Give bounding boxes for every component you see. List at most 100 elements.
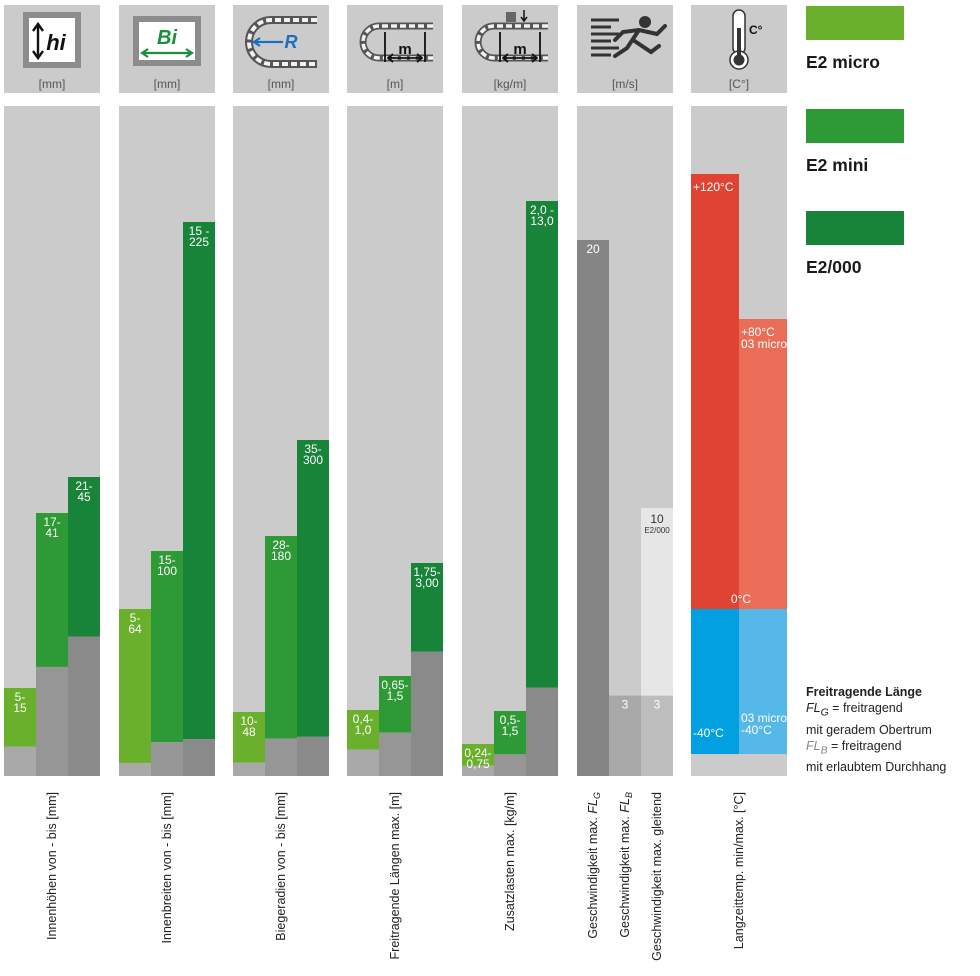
- x-axis-label-5: Zusatzlasten max. [kg/m]: [503, 792, 517, 931]
- icon-mercury-bulb: [733, 54, 745, 66]
- data-label-3-3: 35-300: [303, 442, 323, 467]
- icon-weight: [506, 12, 516, 22]
- data-label-5-2-line: 1,5: [502, 724, 519, 738]
- x-axis-label-4: Freitragende Längen max. [m]: [388, 792, 402, 959]
- unit-label-5: [kg/m]: [494, 77, 527, 91]
- speed-label-3: 3: [654, 698, 661, 712]
- note-unsupported-length: Freitragende Länge FLG = freitragend mit…: [806, 684, 946, 775]
- data-label-4-3: 1,75-3,00: [413, 565, 440, 590]
- bar-base-1-1: [4, 746, 36, 776]
- unit-label-6: [m/s]: [612, 77, 638, 91]
- icon-head: [639, 16, 651, 28]
- data-label-2-3: 15 -225: [189, 224, 210, 249]
- data-label-3-1-line: 48: [242, 725, 256, 739]
- icon-mercury: [737, 28, 741, 58]
- data-label-5-1-line: 0,24-: [464, 746, 491, 760]
- data-label-2-2-line: 15-: [158, 553, 175, 567]
- speed-axis-text: Geschwindigkeit max.: [586, 814, 600, 939]
- bar-3-1: [233, 712, 265, 763]
- speed-upper-label: 10 E2/000: [644, 512, 670, 535]
- data-label-1-1: 5-15: [13, 690, 27, 715]
- icon-body: [613, 24, 667, 58]
- speed-label-2-line: 3: [622, 698, 629, 712]
- unit-label-2: [mm]: [154, 77, 181, 91]
- speed-label-1: 20: [586, 242, 600, 256]
- bar-2-3: [183, 222, 215, 740]
- speed-label-3-line: 3: [654, 698, 661, 712]
- temp-min-label-2-line: 03 micro: [741, 711, 787, 725]
- note-flb-text: = freitragend: [827, 738, 902, 753]
- bar-1-3: [68, 477, 100, 637]
- legend-swatch-e2-mini: [806, 109, 904, 143]
- data-label-2-1-line: 64: [128, 622, 142, 636]
- data-label-3-1-line: 10-: [240, 714, 257, 728]
- icon-text: hi: [46, 30, 66, 55]
- bar-base-3-1: [233, 762, 265, 776]
- data-label-1-1-line: 5-: [15, 690, 26, 704]
- speed-axis-sub: B: [624, 792, 634, 798]
- bar-2-2: [151, 551, 183, 743]
- speed-bar-upper: [641, 508, 673, 696]
- data-label-1-2-line: 17-: [43, 515, 60, 529]
- icon-text: R: [285, 32, 298, 52]
- icon-text: Bi: [157, 27, 177, 49]
- bar-base-4-2: [379, 732, 411, 776]
- note-b-subscript: B: [820, 745, 828, 756]
- bar-base-5-3: [526, 687, 558, 776]
- temp-max-label-2-line: 03 micro: [741, 337, 787, 351]
- legend-item-e2-000: E2/000: [806, 211, 904, 278]
- data-label-5-3-line: 2,0 -: [530, 203, 554, 217]
- icon-arrow: [140, 48, 194, 58]
- bar-base-3-3: [297, 736, 329, 776]
- icon-arrow: [32, 21, 44, 61]
- legend-label-e2-000: E2/000: [806, 257, 862, 277]
- data-label-3-3-line: 300: [303, 453, 323, 467]
- speed-bar-3: [641, 695, 673, 776]
- running-man-icon: [591, 16, 667, 58]
- note-title: Freitragende Länge: [806, 685, 922, 699]
- data-label-1-1-line: 15: [13, 701, 27, 715]
- speed-axis-text: Geschwindigkeit max.: [618, 813, 632, 938]
- legend-item-e2-micro: E2 micro: [806, 6, 904, 73]
- temp-max-label-2: +80°C 03 micro: [741, 325, 787, 351]
- data-label-1-3: 21-45: [75, 479, 92, 504]
- temp-min-bar-1: [691, 609, 739, 754]
- speed-label-1-line: 20: [586, 242, 600, 256]
- data-label-4-1-line: 0,4-: [353, 712, 374, 726]
- inner-height-icon: hi: [23, 12, 81, 68]
- data-label-5-3-line: 13,0: [530, 214, 554, 228]
- chart-area: hi [mm] Bi [mm] R [mm] m [m] m [kg/m] [m/s] C° [C°] 5…: [4, 5, 787, 961]
- bar-5-1: [462, 744, 494, 766]
- temp-min-label-1: -40°C: [693, 726, 724, 740]
- temp-max-bar-2: [739, 319, 787, 609]
- speed-axis-fl: FL: [586, 799, 600, 814]
- icon-length-arrow: [499, 32, 541, 63]
- data-label-2-1: 5-64: [128, 611, 142, 636]
- thermometer-icon: C°: [729, 9, 763, 70]
- note-flg-desc: mit geradem Obertrum: [806, 722, 932, 737]
- speed-bar-2: [609, 695, 641, 776]
- icon-text: m: [398, 41, 411, 58]
- unit-label-7: [C°]: [729, 77, 749, 91]
- bar-2-1: [119, 609, 151, 763]
- speed-upper-label-line: E2/000: [644, 526, 670, 535]
- temp-zero-label: 0°C: [731, 592, 751, 606]
- data-label-3-2-line: 180: [271, 549, 291, 563]
- bar-base-2-3: [183, 739, 215, 776]
- bar-base-1-3: [68, 636, 100, 776]
- data-label-1-2: 17-41: [43, 515, 60, 540]
- bar-base-1-2: [36, 666, 68, 776]
- temp-min-label-2: 03 micro -40°C: [741, 711, 787, 737]
- temp-min-label-2-line: -40°C: [741, 723, 772, 737]
- data-label-2-2-line: 100: [157, 564, 177, 578]
- bar-base-5-1: [462, 765, 494, 776]
- x-axis-label-2: Innenbreiten von - bis [mm]: [160, 792, 174, 943]
- icon-chain-links: [247, 18, 317, 66]
- bar-4-3: [411, 563, 443, 652]
- data-label-4-3-line: 1,75-: [413, 565, 440, 579]
- inner-width-icon: Bi: [133, 16, 201, 66]
- data-label-3-1: 10-48: [240, 714, 257, 739]
- icon-length-arrow: [384, 32, 426, 63]
- bar-base-2-2: [151, 742, 183, 776]
- speed-bar-1: [577, 240, 609, 776]
